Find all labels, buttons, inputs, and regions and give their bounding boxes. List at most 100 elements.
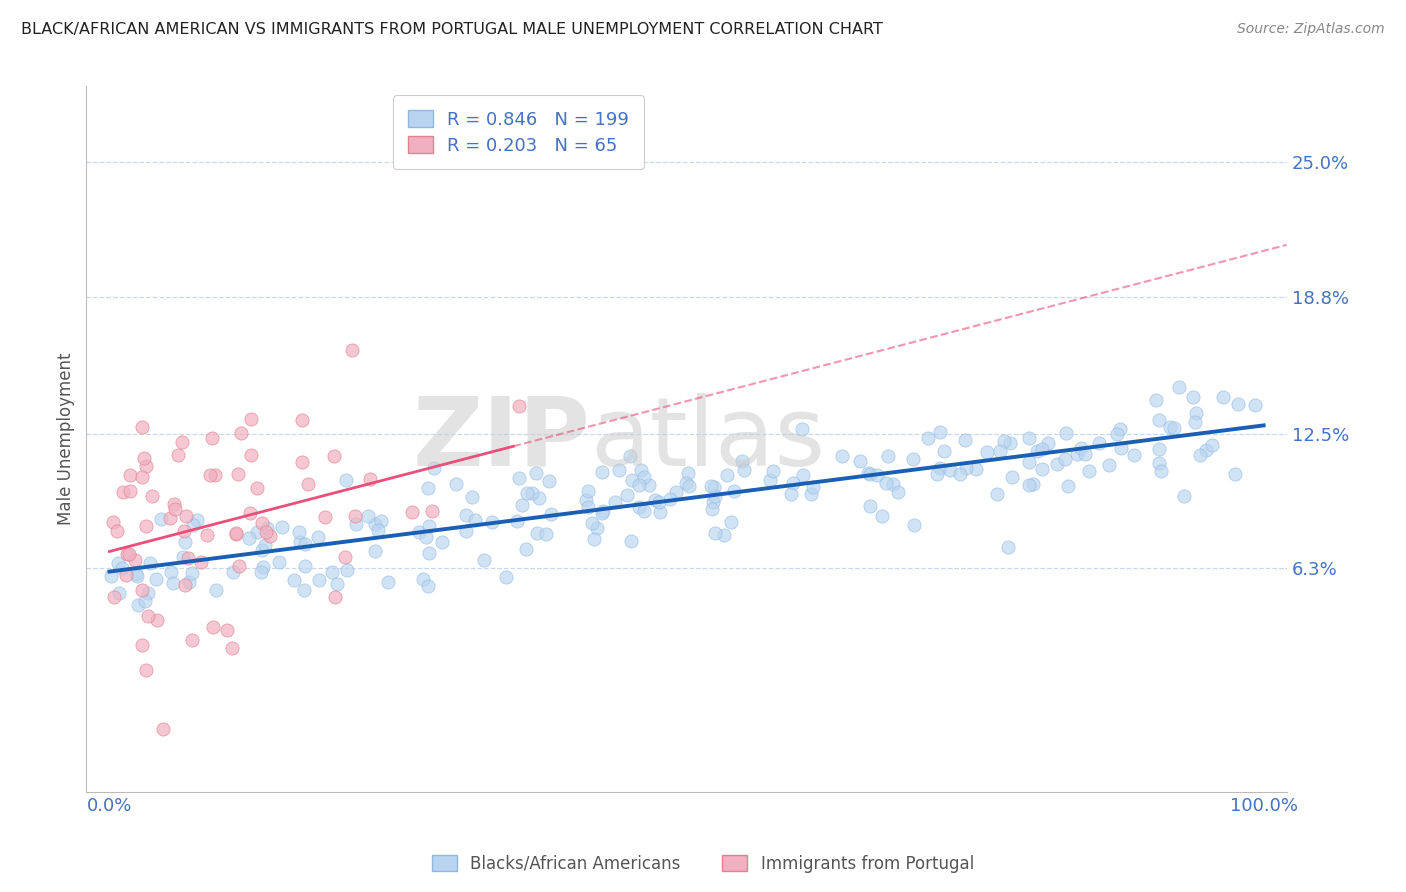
Point — [367, 524, 389, 538]
Point — [1173, 489, 1195, 503]
Point — [949, 467, 972, 481]
Point — [416, 481, 439, 495]
Text: BLACK/AFRICAN AMERICAN VS IMMIGRANTS FROM PORTUGAL MALE UNEMPLOYMENT CORRELATION: BLACK/AFRICAN AMERICAN VS IMMIGRANTS FRO… — [21, 22, 883, 37]
Text: Source: ZipAtlas.com: Source: ZipAtlas.com — [1237, 22, 1385, 37]
Point — [204, 468, 226, 483]
Point — [591, 506, 613, 520]
Point — [225, 526, 247, 541]
Point — [412, 572, 434, 586]
Point — [928, 425, 950, 440]
Point — [172, 550, 194, 565]
Point — [1066, 447, 1088, 461]
Point — [180, 566, 202, 580]
Point — [291, 412, 314, 426]
Point — [239, 506, 262, 520]
Point — [638, 478, 661, 492]
Point — [131, 420, 153, 434]
Point — [953, 434, 976, 448]
Point — [294, 558, 316, 573]
Point — [976, 445, 998, 459]
Point — [162, 575, 184, 590]
Point — [364, 516, 387, 531]
Point — [849, 454, 872, 468]
Point — [676, 466, 699, 480]
Point — [115, 548, 138, 562]
Point — [986, 486, 1008, 500]
Point — [291, 455, 314, 469]
Point — [136, 586, 159, 600]
Point — [344, 516, 367, 531]
Point — [163, 502, 186, 516]
Y-axis label: Male Unemployment: Male Unemployment — [58, 352, 75, 525]
Point — [325, 590, 347, 604]
Point — [134, 451, 156, 466]
Point — [928, 460, 950, 475]
Point — [621, 473, 644, 487]
Point — [988, 444, 1011, 458]
Point — [131, 469, 153, 483]
Point — [308, 573, 330, 587]
Point — [297, 476, 319, 491]
Point — [239, 448, 262, 462]
Point — [461, 490, 484, 504]
Point — [430, 535, 453, 549]
Legend: R = 0.846   N = 199, R = 0.203   N = 65: R = 0.846 N = 199, R = 0.203 N = 65 — [394, 95, 644, 169]
Point — [283, 573, 305, 587]
Point — [1159, 420, 1181, 434]
Point — [526, 525, 548, 540]
Point — [859, 467, 882, 481]
Point — [418, 518, 440, 533]
Point — [516, 485, 538, 500]
Point — [581, 516, 603, 531]
Point — [173, 524, 195, 538]
Point — [307, 530, 329, 544]
Point — [1098, 458, 1121, 473]
Point — [586, 521, 609, 535]
Point — [1147, 442, 1170, 456]
Point — [939, 462, 962, 476]
Point — [135, 663, 157, 677]
Point — [620, 534, 643, 549]
Point — [759, 473, 782, 487]
Point — [508, 399, 530, 413]
Point — [323, 449, 346, 463]
Point — [167, 448, 190, 462]
Point — [716, 467, 738, 482]
Point — [1149, 456, 1171, 470]
Point — [252, 559, 274, 574]
Point — [510, 498, 533, 512]
Point — [162, 497, 184, 511]
Point — [1031, 442, 1053, 456]
Point — [856, 466, 879, 480]
Point — [870, 508, 893, 523]
Point — [472, 553, 495, 567]
Point — [508, 471, 530, 485]
Point — [866, 468, 889, 483]
Point — [101, 516, 124, 530]
Point — [131, 583, 153, 598]
Point — [100, 569, 122, 583]
Point — [955, 460, 977, 475]
Point — [139, 556, 162, 570]
Point — [159, 510, 181, 524]
Point — [575, 492, 598, 507]
Point — [927, 467, 949, 482]
Point — [120, 483, 142, 498]
Point — [1057, 478, 1080, 492]
Point — [762, 464, 785, 478]
Point — [201, 431, 224, 445]
Point — [321, 565, 343, 579]
Point — [205, 582, 228, 597]
Point — [454, 524, 477, 538]
Text: atlas: atlas — [591, 392, 825, 485]
Point — [1001, 470, 1024, 484]
Point — [831, 449, 853, 463]
Point — [1227, 397, 1250, 411]
Point — [619, 449, 641, 463]
Point — [107, 556, 129, 570]
Point — [1195, 443, 1218, 458]
Point — [290, 535, 312, 549]
Point — [125, 569, 148, 583]
Point — [506, 514, 529, 528]
Point — [108, 585, 131, 599]
